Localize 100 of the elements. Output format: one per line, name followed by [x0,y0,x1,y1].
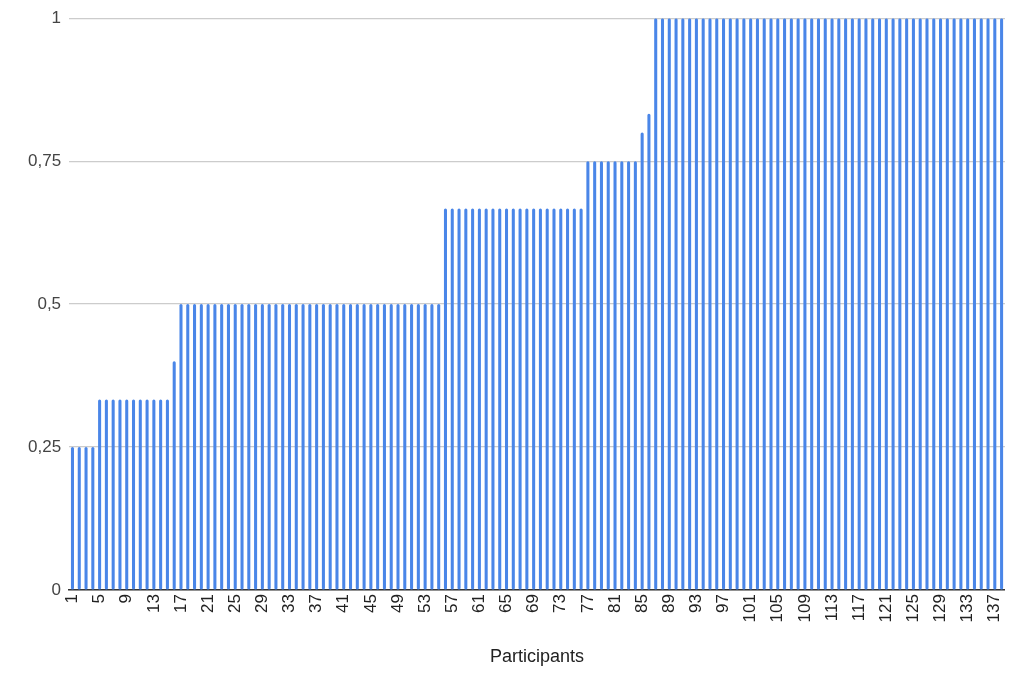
bar [559,208,563,590]
bar [423,304,427,590]
bar [688,18,692,590]
bar [416,304,420,590]
bar [145,399,149,590]
bar [722,18,726,590]
bar [715,18,719,590]
bar [403,304,407,590]
bar [599,161,603,590]
bar [247,304,251,590]
x-tick-label: 97 [713,594,733,613]
x-tick-label: 45 [360,594,380,613]
bar [769,18,773,590]
bar [172,361,176,590]
bar [742,18,746,590]
bar [315,304,319,590]
x-tick-label: 113 [821,594,841,622]
x-tick-label: 117 [848,594,868,622]
bar [708,18,712,590]
bar [606,161,610,590]
bar [844,18,848,590]
bar [294,304,298,590]
bar [84,447,88,590]
bar [532,208,536,590]
x-tick-label: 5 [89,594,109,604]
x-tick-label: 101 [740,594,760,623]
bar [226,304,230,590]
bar [620,161,624,590]
y-tick-label: 1 [51,7,62,27]
bar [810,18,814,590]
x-tick-label: 21 [197,594,217,613]
bar [233,304,237,590]
bar [911,18,915,590]
bar [538,208,542,590]
bar [382,304,386,590]
bar [905,18,909,590]
bar [966,18,970,590]
x-tick-label: 41 [333,594,353,613]
bar [674,18,678,590]
bar [287,304,292,590]
x-axis-title: Participants [490,646,585,667]
bar [484,208,488,590]
y-tick-label: 0 [51,579,62,599]
y-tick-label: 0,25 [27,436,62,456]
bar [104,399,108,590]
bar [152,399,156,590]
bar [165,399,169,590]
x-tick-label: 69 [523,594,543,613]
x-tick-label: 1 [62,594,82,604]
x-tick-label: 137 [984,594,1004,623]
bar [131,399,136,590]
bar [816,18,820,590]
bar [627,161,631,590]
x-tick-label: 13 [143,594,163,613]
bar [959,18,963,590]
bar [179,304,183,590]
bar [98,399,102,590]
bar [993,18,997,590]
x-tick-label: 33 [279,594,299,613]
bar [193,304,197,590]
x-tick-label: 61 [469,594,489,613]
bar [667,18,671,590]
bar [321,304,325,590]
bar [70,447,74,590]
bar [613,161,617,590]
bar [864,18,868,590]
bar [511,208,515,590]
bar [504,208,509,590]
bar [410,304,414,590]
x-tick-label: 29 [252,594,272,613]
bar [355,304,359,590]
bar [789,18,793,590]
bar [830,18,834,590]
bar [945,18,949,590]
bar [118,399,122,590]
bar [437,304,441,590]
bar [430,304,434,590]
bar [328,304,332,590]
bar [579,208,583,590]
bar [681,18,685,590]
bar [891,18,895,590]
bar [749,18,753,590]
y-tick-label: 0,5 [37,293,62,313]
x-tick-label: 77 [577,594,597,613]
bar [918,18,922,590]
bar [308,304,312,590]
x-tick-label: 25 [224,594,244,613]
bar [389,304,393,590]
x-tick-label: 85 [631,594,651,613]
bar [301,304,305,590]
x-tick-label: 17 [170,594,190,613]
x-tick-label: 129 [930,594,950,623]
bar [186,304,190,590]
bar [477,208,481,590]
bar [518,208,522,590]
x-tick-label: 53 [414,594,434,613]
bar [837,18,841,590]
bar [701,18,705,590]
bar [566,208,570,590]
x-tick-label: 121 [875,594,895,623]
